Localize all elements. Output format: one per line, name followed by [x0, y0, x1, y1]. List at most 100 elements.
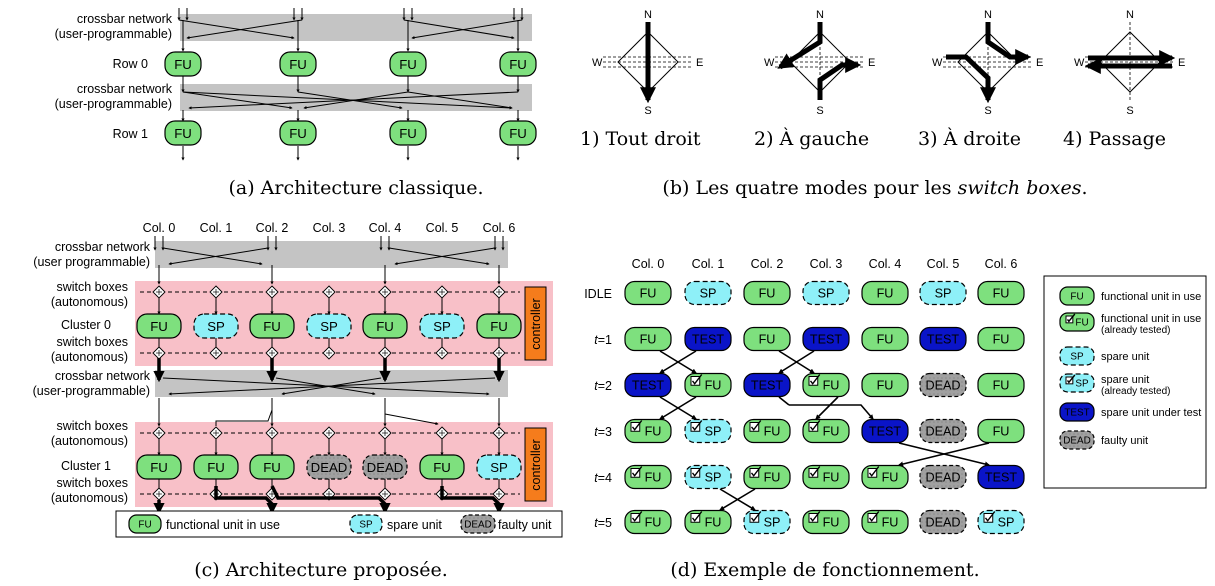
d-unit-r0-c0-box: [624, 280, 672, 306]
cluster1-unit-1: FU: [193, 454, 239, 480]
cluster1-unit-6-box: [476, 454, 522, 480]
row0-fu-2-label: FU: [399, 57, 417, 72]
d-unit-r0-c1-box: [684, 280, 732, 306]
check-icon: [808, 468, 819, 478]
switch-mode-2: N S E W: [764, 9, 875, 117]
d-unit-r0-c4: FU: [861, 280, 909, 306]
d-unit-r3-c4: TEST: [861, 418, 909, 444]
d-unit-r1-c5-label: TEST: [927, 333, 960, 347]
c-switch-label-4b: (autonomous): [51, 491, 128, 505]
cluster0-unit-4-box: [362, 313, 408, 339]
check-icon-mark: [809, 511, 821, 522]
mode-label-4: 4) Passage: [1063, 128, 1166, 150]
d-unit-r4-c3: FU: [802, 464, 850, 490]
d-unit-r2-c2-label: TEST: [751, 379, 784, 393]
row1-fu-0-label: FU: [174, 126, 192, 141]
cluster0-unit-1: SP: [193, 313, 239, 339]
d-unit-r0-c0: FU: [624, 280, 672, 306]
legend-d-text-1-1: (already tested): [1101, 325, 1170, 336]
check-icon: [983, 513, 994, 523]
check-icon-mark: [809, 420, 821, 431]
d-unit-r5-c5: DEAD: [919, 509, 967, 535]
crossbar-band-middle: [180, 84, 532, 111]
d-unit-r3-c5-box: [919, 418, 967, 444]
d-unit-r3-c0-label: FU: [645, 425, 662, 439]
d-row-label-3: t=3: [594, 425, 612, 439]
c-col-header-3: Col. 3: [313, 221, 346, 235]
d-unit-r4-c4: FU: [861, 464, 909, 490]
cluster1-unit-3: DEAD: [306, 454, 352, 480]
d-row-label-4: t=4: [594, 471, 612, 485]
path-right-2: [985, 22, 1032, 66]
check-icon: [1065, 376, 1074, 385]
d-unit-r0-c2-label: FU: [759, 287, 776, 301]
c-col-header-5: Col. 5: [426, 221, 459, 235]
thick-out-1: [214, 486, 278, 515]
crossbar-wire: [178, 19, 295, 40]
mode-label-1: 1) Tout droit: [580, 128, 701, 150]
cluster1-unit-2-box: [249, 454, 295, 480]
cluster0-unit-4: FU: [362, 313, 408, 339]
check-icon-mark: [750, 466, 762, 477]
cluster1-unit-6-label: SP: [490, 460, 508, 475]
d-unit-r3-c6-box: [977, 418, 1025, 444]
check-icon-mark: [868, 511, 880, 522]
row0-fu-0: FU: [164, 51, 202, 77]
c-col-header-2: Col. 2: [256, 221, 289, 235]
row0-fu-0-label: FU: [174, 57, 192, 72]
d-unit-r2-c2-box: [743, 372, 791, 398]
caption-c: (c) Architecture proposée.: [194, 559, 448, 581]
switch-mode-4: N S E W: [1074, 9, 1185, 117]
d-unit-r2-c5-label: DEAD: [925, 379, 960, 393]
crossbar-wire: [275, 377, 376, 396]
legend-c-sp-box: [349, 514, 383, 534]
d-unit-r1-c1-box: [684, 326, 732, 352]
d-unit-r4-c6-label: TEST: [985, 471, 1018, 485]
crossbar-wire: [281, 377, 382, 396]
d-unit-r2-c2: TEST: [743, 372, 791, 398]
d-unit-r3-c0: FU: [624, 418, 672, 444]
row1-fu-1: FU: [279, 120, 317, 146]
row0-label: Row 0: [113, 57, 148, 71]
d-unit-r5-c5-box: [919, 509, 967, 535]
d-unit-r3-c4-label: TEST: [869, 425, 902, 439]
controller-0: [524, 286, 547, 361]
d-row-label-2: t=2: [594, 379, 612, 393]
check-icon: [749, 513, 760, 523]
d-unit-r3-c1-label: SP: [705, 425, 722, 439]
c-switch-label-2b: (autonomous): [51, 350, 128, 364]
c-col-header-0: Col. 0: [143, 221, 176, 235]
cluster0-unit-5: SP: [419, 313, 465, 339]
c-switch-label-3b: (autonomous): [51, 434, 128, 448]
crossbar-wire: [388, 247, 490, 266]
crossbar-band-c-mid: [155, 370, 508, 397]
legend-d-dead-label: DEAD: [1063, 436, 1090, 447]
crossbar-wire: [162, 247, 263, 266]
cluster0-label: Cluster 0: [61, 318, 111, 332]
legend-c-sp-label: SP: [359, 520, 373, 531]
row0-fu-3: FU: [499, 51, 537, 77]
crossbar-label-mid: crossbar network: [77, 82, 173, 96]
compass-w: W: [592, 57, 603, 69]
crossbar-wire: [403, 19, 515, 40]
crossbar-label-top: crossbar network: [77, 12, 173, 26]
crossbar-wire: [411, 19, 523, 40]
cluster1-unit-5-box: [419, 454, 465, 480]
check-icon-mark: [809, 374, 821, 385]
d-unit-r4-c2-label: FU: [764, 471, 781, 485]
c-switch-label-1b: (autonomous): [51, 295, 128, 309]
d-unit-r5-c4: FU: [861, 509, 909, 535]
row1-fu-1-label: FU: [289, 126, 307, 141]
check-icon: [808, 513, 819, 523]
d-unit-r0-c0-label: FU: [640, 287, 657, 301]
panel-a-classic-architecture: FU FU FU FU FU FU FU FU crossbar network (user-…: [55, 8, 537, 199]
legend-d-sp-box: [1059, 346, 1095, 366]
d-unit-r0-c4-label: FU: [877, 287, 894, 301]
d-unit-r1-c0: FU: [624, 326, 672, 352]
cluster1-unit-4-box: [362, 454, 408, 480]
cluster0-unit-3-box: [306, 313, 352, 339]
crossbar-wire: [186, 19, 303, 40]
caption-b: (b) Les quatre modes pour les switch box…: [662, 177, 1087, 199]
legend-d-text-2-0: spare unit: [1101, 351, 1149, 363]
d-unit-r2-c0-box: [624, 372, 672, 398]
